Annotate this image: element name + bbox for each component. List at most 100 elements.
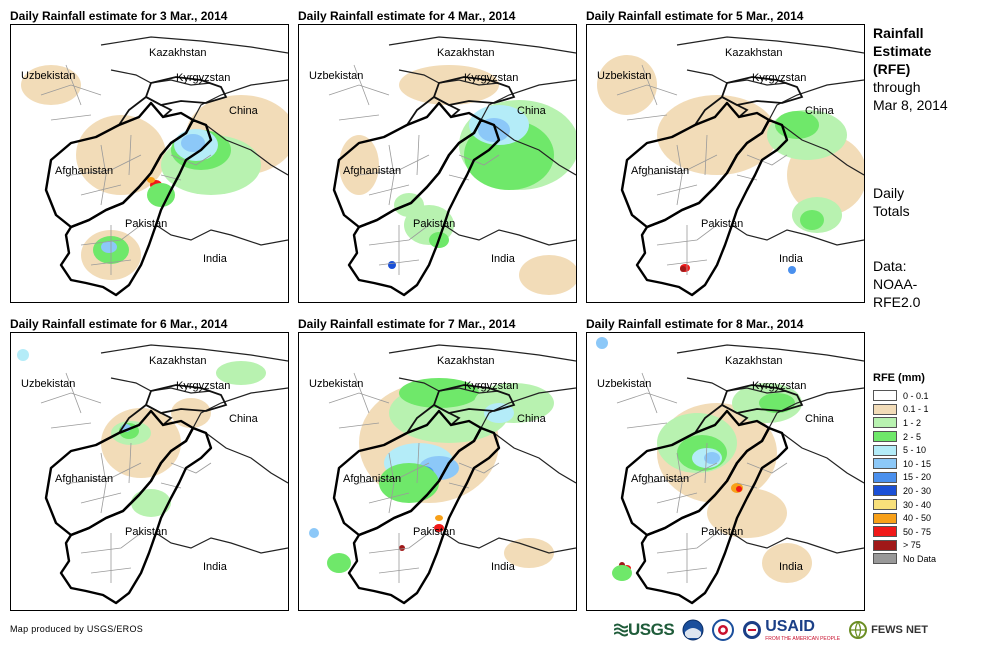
- admin-boundary: [646, 462, 718, 484]
- country-label-afghanistan: Afghanistan: [55, 473, 114, 485]
- india-border: [731, 532, 864, 554]
- admin-boundary: [641, 64, 658, 106]
- rainfall-area: [147, 183, 175, 207]
- legend-label: No Data: [903, 553, 937, 564]
- legend-swatch: [873, 526, 897, 538]
- side-data-line: Data:: [873, 258, 907, 274]
- noaa-logo: [682, 619, 704, 641]
- admin-boundary: [328, 84, 390, 96]
- country-label-kyrgyzstan: Kyrgyzstan: [752, 72, 807, 84]
- country-label-kyrgyzstan: Kyrgyzstan: [752, 380, 807, 392]
- india-border: [443, 224, 576, 246]
- admin-boundary: [368, 492, 410, 504]
- panel-mar5: Daily Rainfall estimate for 5 Mar., 2014…: [586, 8, 865, 303]
- fews-logo-text: FEWS NET: [871, 624, 928, 636]
- country-label-china: China: [229, 105, 258, 117]
- country-label-afghanistan: Afghanistan: [631, 165, 690, 177]
- legend-item: 40 - 50: [873, 511, 936, 525]
- panel-title: Daily Rainfall estimate for 8 Mar., 2014: [586, 317, 804, 331]
- admin-boundary: [65, 64, 82, 106]
- country-label-kyrgyzstan: Kyrgyzstan: [464, 72, 519, 84]
- usgs-logo: USGS: [614, 620, 675, 640]
- admin-boundary: [100, 144, 107, 206]
- pakistan-border: [59, 426, 213, 605]
- legend-item: 2 - 5: [873, 430, 936, 444]
- legend-swatch: [873, 444, 897, 456]
- side-title-line: Estimate: [873, 43, 932, 59]
- country-label-afghanistan: Afghanistan: [343, 165, 402, 177]
- rainfall-area: [434, 524, 444, 532]
- usgs-wave-icon: [614, 623, 628, 637]
- side-totals-line: Totals: [873, 203, 910, 219]
- rainfall-area: [21, 65, 81, 105]
- rainfall-area: [736, 486, 742, 492]
- legend-item: 20 - 30: [873, 484, 936, 498]
- admin-boundary: [338, 422, 380, 429]
- legend-swatch: [873, 512, 897, 524]
- rainfall-area: [17, 349, 29, 361]
- country-label-india: India: [491, 253, 515, 265]
- admin-boundary: [616, 84, 678, 96]
- admin-boundary: [50, 114, 92, 121]
- legend-swatch: [873, 471, 897, 483]
- country-label-china: China: [517, 105, 546, 117]
- side-data-line: NOAA-: [873, 276, 918, 292]
- rainfall-map: Kazakhstan Uzbekistan Kyrgyzstan China Afgha…: [298, 332, 577, 611]
- admin-boundary: [676, 144, 683, 206]
- rainfall-area: [596, 337, 608, 349]
- rainfall-area: [147, 177, 155, 183]
- country-label-pakistan: Pakistan: [413, 218, 456, 230]
- panel-title: Daily Rainfall estimate for 6 Mar., 2014: [10, 317, 228, 331]
- legend-swatch: [873, 553, 897, 565]
- legend-item: 0 - 0.1: [873, 389, 936, 403]
- admin-boundary: [170, 154, 212, 166]
- admin-boundary: [656, 492, 698, 504]
- rainfall-map: Kazakhstan Uzbekistan Kyrgyzstan China Afgha…: [586, 24, 865, 303]
- panel-mar8: Daily Rainfall estimate for 8 Mar., 2014…: [586, 316, 865, 611]
- admin-boundary: [458, 462, 500, 474]
- rainfall-area: [181, 134, 205, 152]
- legend-swatch: [873, 403, 897, 415]
- legend-swatch: [873, 390, 897, 402]
- rainfall-area: [597, 55, 657, 115]
- rainfall-area: [775, 111, 819, 139]
- country-label-kazakhstan: Kazakhstan: [149, 355, 207, 367]
- rainfall-area: [309, 528, 319, 538]
- pakistan-border: [347, 426, 501, 605]
- india-border: [731, 224, 864, 246]
- country-label-china: China: [805, 105, 834, 117]
- rainfall-map: Kazakhstan Uzbekistan Kyrgyzstan China Afgha…: [298, 24, 577, 303]
- country-label-kyrgyzstan: Kyrgyzstan: [464, 380, 519, 392]
- admin-boundary: [128, 442, 132, 484]
- legend-rows: 0 - 0.1 0.1 - 1 1 - 2 2 - 5 5 - 10 10 - 15 15 …: [873, 389, 936, 566]
- admin-boundary: [50, 422, 92, 429]
- country-label-kazakhstan: Kazakhstan: [437, 47, 495, 59]
- country-label-kyrgyzstan: Kyrgyzstan: [176, 380, 231, 392]
- admin-boundary: [80, 532, 142, 554]
- country-label-uzbekistan: Uzbekistan: [21, 70, 76, 82]
- admin-boundary: [646, 154, 718, 176]
- rainfall-area: [519, 255, 576, 295]
- country-label-india: India: [203, 253, 227, 265]
- admin-boundary: [704, 442, 708, 484]
- country-label-uzbekistan: Uzbekistan: [597, 378, 652, 390]
- legend-title: RFE (mm): [873, 372, 925, 384]
- map-canvas: [21, 36, 288, 297]
- panel-title: Daily Rainfall estimate for 7 Mar., 2014: [298, 317, 516, 331]
- legend-swatch: [873, 417, 897, 429]
- country-label-india: India: [491, 561, 515, 573]
- rainfall-area: [788, 266, 796, 274]
- country-label-pakistan: Pakistan: [125, 526, 168, 538]
- legend-label: 15 - 20: [903, 472, 932, 483]
- legend-item: > 75: [873, 539, 936, 553]
- china-border: [192, 79, 288, 176]
- legend-item: 15 - 20: [873, 471, 936, 485]
- logo-strip: USGS USAID FROM THE AMERICAN PEOPLE: [614, 617, 936, 643]
- legend-label: 5 - 10: [903, 445, 927, 456]
- admin-boundary: [368, 532, 430, 554]
- country-label-pakistan: Pakistan: [413, 526, 456, 538]
- admin-boundary: [704, 134, 708, 176]
- legend-label: 40 - 50: [903, 513, 932, 524]
- legend-label: 10 - 15: [903, 458, 932, 469]
- rainfall-area: [612, 565, 632, 581]
